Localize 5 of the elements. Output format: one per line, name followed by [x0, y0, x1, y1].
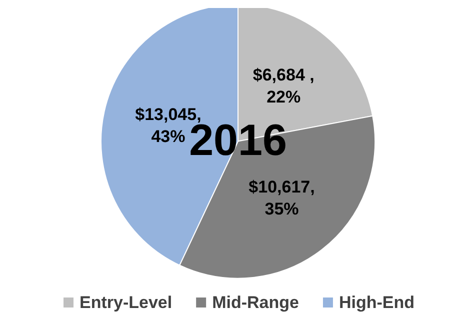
data-label: $6,684 , 22% [252, 66, 314, 107]
legend-label: Entry-Level [79, 293, 172, 312]
legend-label: Mid-Range [212, 293, 299, 312]
legend-label: High-End [338, 293, 415, 312]
data-label: $10,617, 35% [248, 177, 315, 218]
